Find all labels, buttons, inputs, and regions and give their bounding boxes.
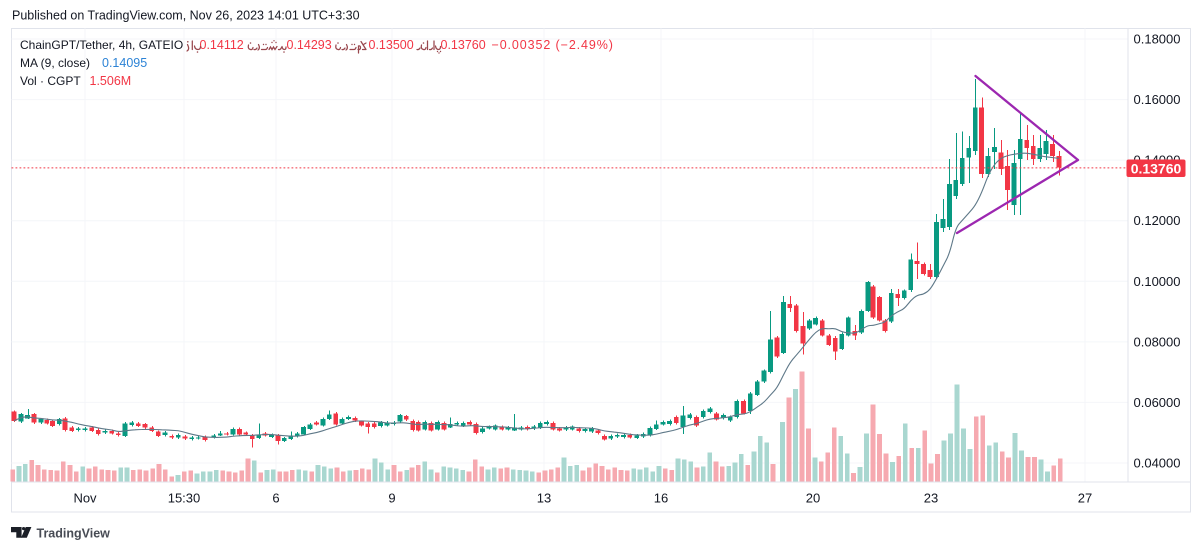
svg-text:ChainGPT/Tether, 4h, GATEIO: ChainGPT/Tether, 4h, GATEIO bbox=[20, 38, 183, 52]
svg-text:0.18000: 0.18000 bbox=[1134, 32, 1181, 47]
svg-text:0.13760: 0.13760 bbox=[441, 38, 486, 52]
svg-text:0.14095: 0.14095 bbox=[102, 56, 147, 70]
svg-text:20: 20 bbox=[806, 491, 820, 506]
svg-text:23: 23 bbox=[924, 491, 938, 506]
svg-text:6: 6 bbox=[272, 491, 279, 506]
svg-text:0.06000: 0.06000 bbox=[1134, 395, 1181, 410]
svg-text:13: 13 bbox=[537, 491, 551, 506]
svg-text:0.10000: 0.10000 bbox=[1134, 274, 1181, 289]
svg-text:9: 9 bbox=[388, 491, 395, 506]
svg-text:TradingView: TradingView bbox=[37, 527, 111, 541]
svg-text:Nov: Nov bbox=[73, 491, 97, 506]
svg-text:Published on TradingView.com,: Published on TradingView.com, Nov 26, 20… bbox=[12, 9, 360, 23]
svg-text:0.04000: 0.04000 bbox=[1134, 456, 1181, 471]
svg-text:16: 16 bbox=[654, 491, 668, 506]
svg-text:0.08000: 0.08000 bbox=[1134, 334, 1181, 349]
svg-text:15:30: 15:30 bbox=[168, 491, 201, 506]
svg-text:0.14293: 0.14293 bbox=[287, 38, 332, 52]
svg-text:0.14112: 0.14112 bbox=[200, 38, 244, 52]
svg-text:1.506M: 1.506M bbox=[90, 74, 132, 88]
svg-text:−0.00352 (−2.49%): −0.00352 (−2.49%) bbox=[492, 38, 614, 52]
svg-text:0.13500: 0.13500 bbox=[369, 38, 414, 52]
svg-text:MA (9, close): MA (9, close) bbox=[20, 56, 90, 70]
svg-text:0.12000: 0.12000 bbox=[1134, 213, 1181, 228]
svg-text:0.13760: 0.13760 bbox=[1131, 160, 1182, 176]
svg-text:Vol · CGPT: Vol · CGPT bbox=[20, 74, 81, 88]
svg-text:0.16000: 0.16000 bbox=[1134, 92, 1181, 107]
svg-text:27: 27 bbox=[1078, 491, 1092, 506]
